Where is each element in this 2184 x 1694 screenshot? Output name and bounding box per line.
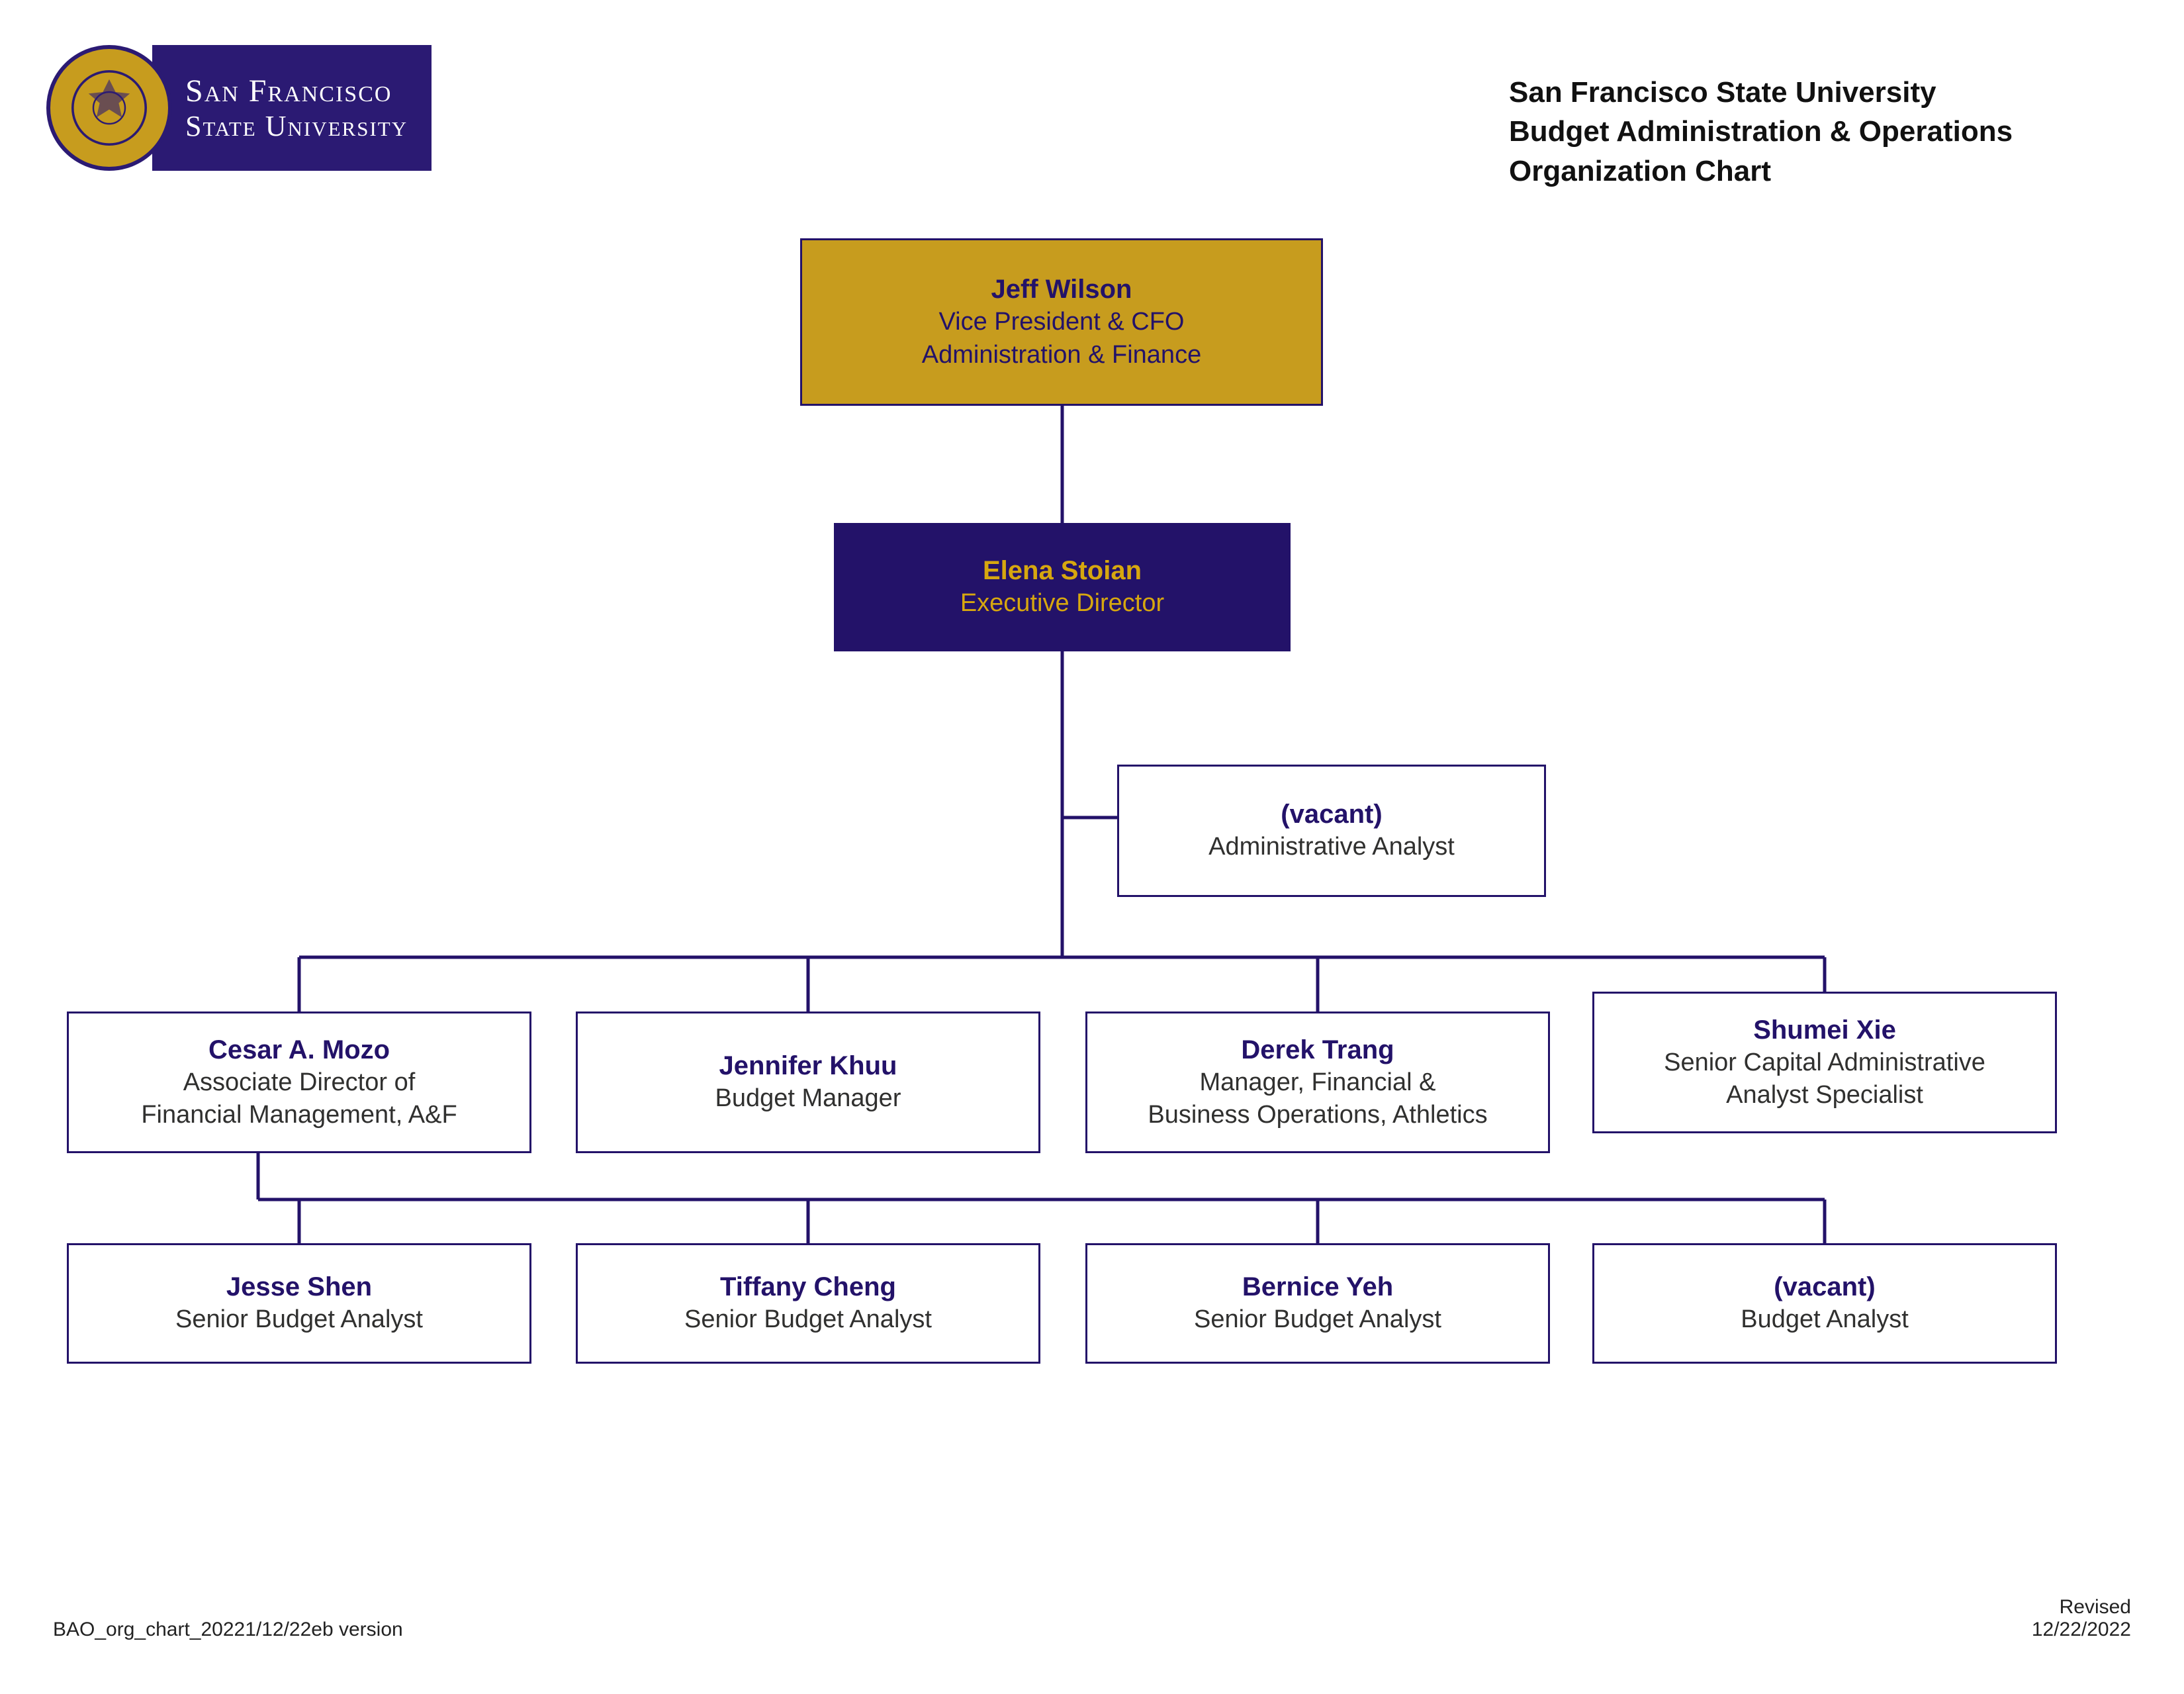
node-title: Senior Budget Analyst [1194,1304,1441,1336]
node-senior-budget-analyst-2: Tiffany Cheng Senior Budget Analyst [576,1243,1040,1364]
node-title: Administrative Analyst [1208,831,1455,863]
node-name: Tiffany Cheng [720,1271,896,1303]
node-senior-budget-analyst-1: Jesse Shen Senior Budget Analyst [67,1243,531,1364]
node-budget-manager: Jennifer Khuu Budget Manager [576,1012,1040,1153]
node-name: Shumei Xie [1753,1014,1896,1046]
node-admin-analyst: (vacant) Administrative Analyst [1117,765,1546,897]
node-title: Senior Budget Analyst [175,1304,423,1336]
footer-revised-date: 12/22/2022 [2032,1619,2131,1641]
node-senior-capital-analyst: Shumei Xie Senior Capital Administrative… [1592,992,2057,1133]
node-name: Jesse Shen [226,1271,372,1303]
node-executive-director: Elena Stoian Executive Director [834,523,1291,651]
node-title: Executive Director [960,588,1164,620]
node-name: (vacant) [1281,798,1382,830]
node-title: Business Operations, Athletics [1148,1100,1487,1131]
node-title: Financial Management, A&F [141,1100,457,1131]
node-senior-budget-analyst-3: Bernice Yeh Senior Budget Analyst [1085,1243,1550,1364]
node-name: Elena Stoian [983,555,1142,587]
node-budget-analyst-vacant: (vacant) Budget Analyst [1592,1243,2057,1364]
footer-version: BAO_org_chart_20221/12/22eb version [53,1619,403,1641]
node-title: Administration & Finance [922,340,1201,371]
footer-revised: Revised 12/22/2022 [2032,1596,2131,1641]
footer-revised-label: Revised [2032,1596,2131,1619]
page: San Francisco State University San Franc… [0,0,2184,1694]
node-title: Senior Capital Administrative [1664,1047,1985,1079]
node-name: Jeff Wilson [991,273,1132,305]
node-associate-director: Cesar A. Mozo Associate Director of Fina… [67,1012,531,1153]
node-name: (vacant) [1774,1271,1875,1303]
node-name: Bernice Yeh [1242,1271,1393,1303]
node-vp-cfo: Jeff Wilson Vice President & CFO Adminis… [800,238,1323,406]
node-title: Budget Analyst [1741,1304,1909,1336]
node-title: Vice President & CFO [938,306,1184,338]
node-title: Budget Manager [715,1083,901,1115]
node-title: Analyst Specialist [1726,1080,1923,1111]
node-name: Cesar A. Mozo [208,1034,390,1066]
node-name: Jennifer Khuu [719,1050,897,1082]
node-name: Derek Trang [1241,1034,1394,1066]
node-title: Manager, Financial & [1200,1067,1436,1099]
node-title: Senior Budget Analyst [684,1304,932,1336]
node-title: Associate Director of [183,1067,416,1099]
node-manager-athletics: Derek Trang Manager, Financial & Busines… [1085,1012,1550,1153]
